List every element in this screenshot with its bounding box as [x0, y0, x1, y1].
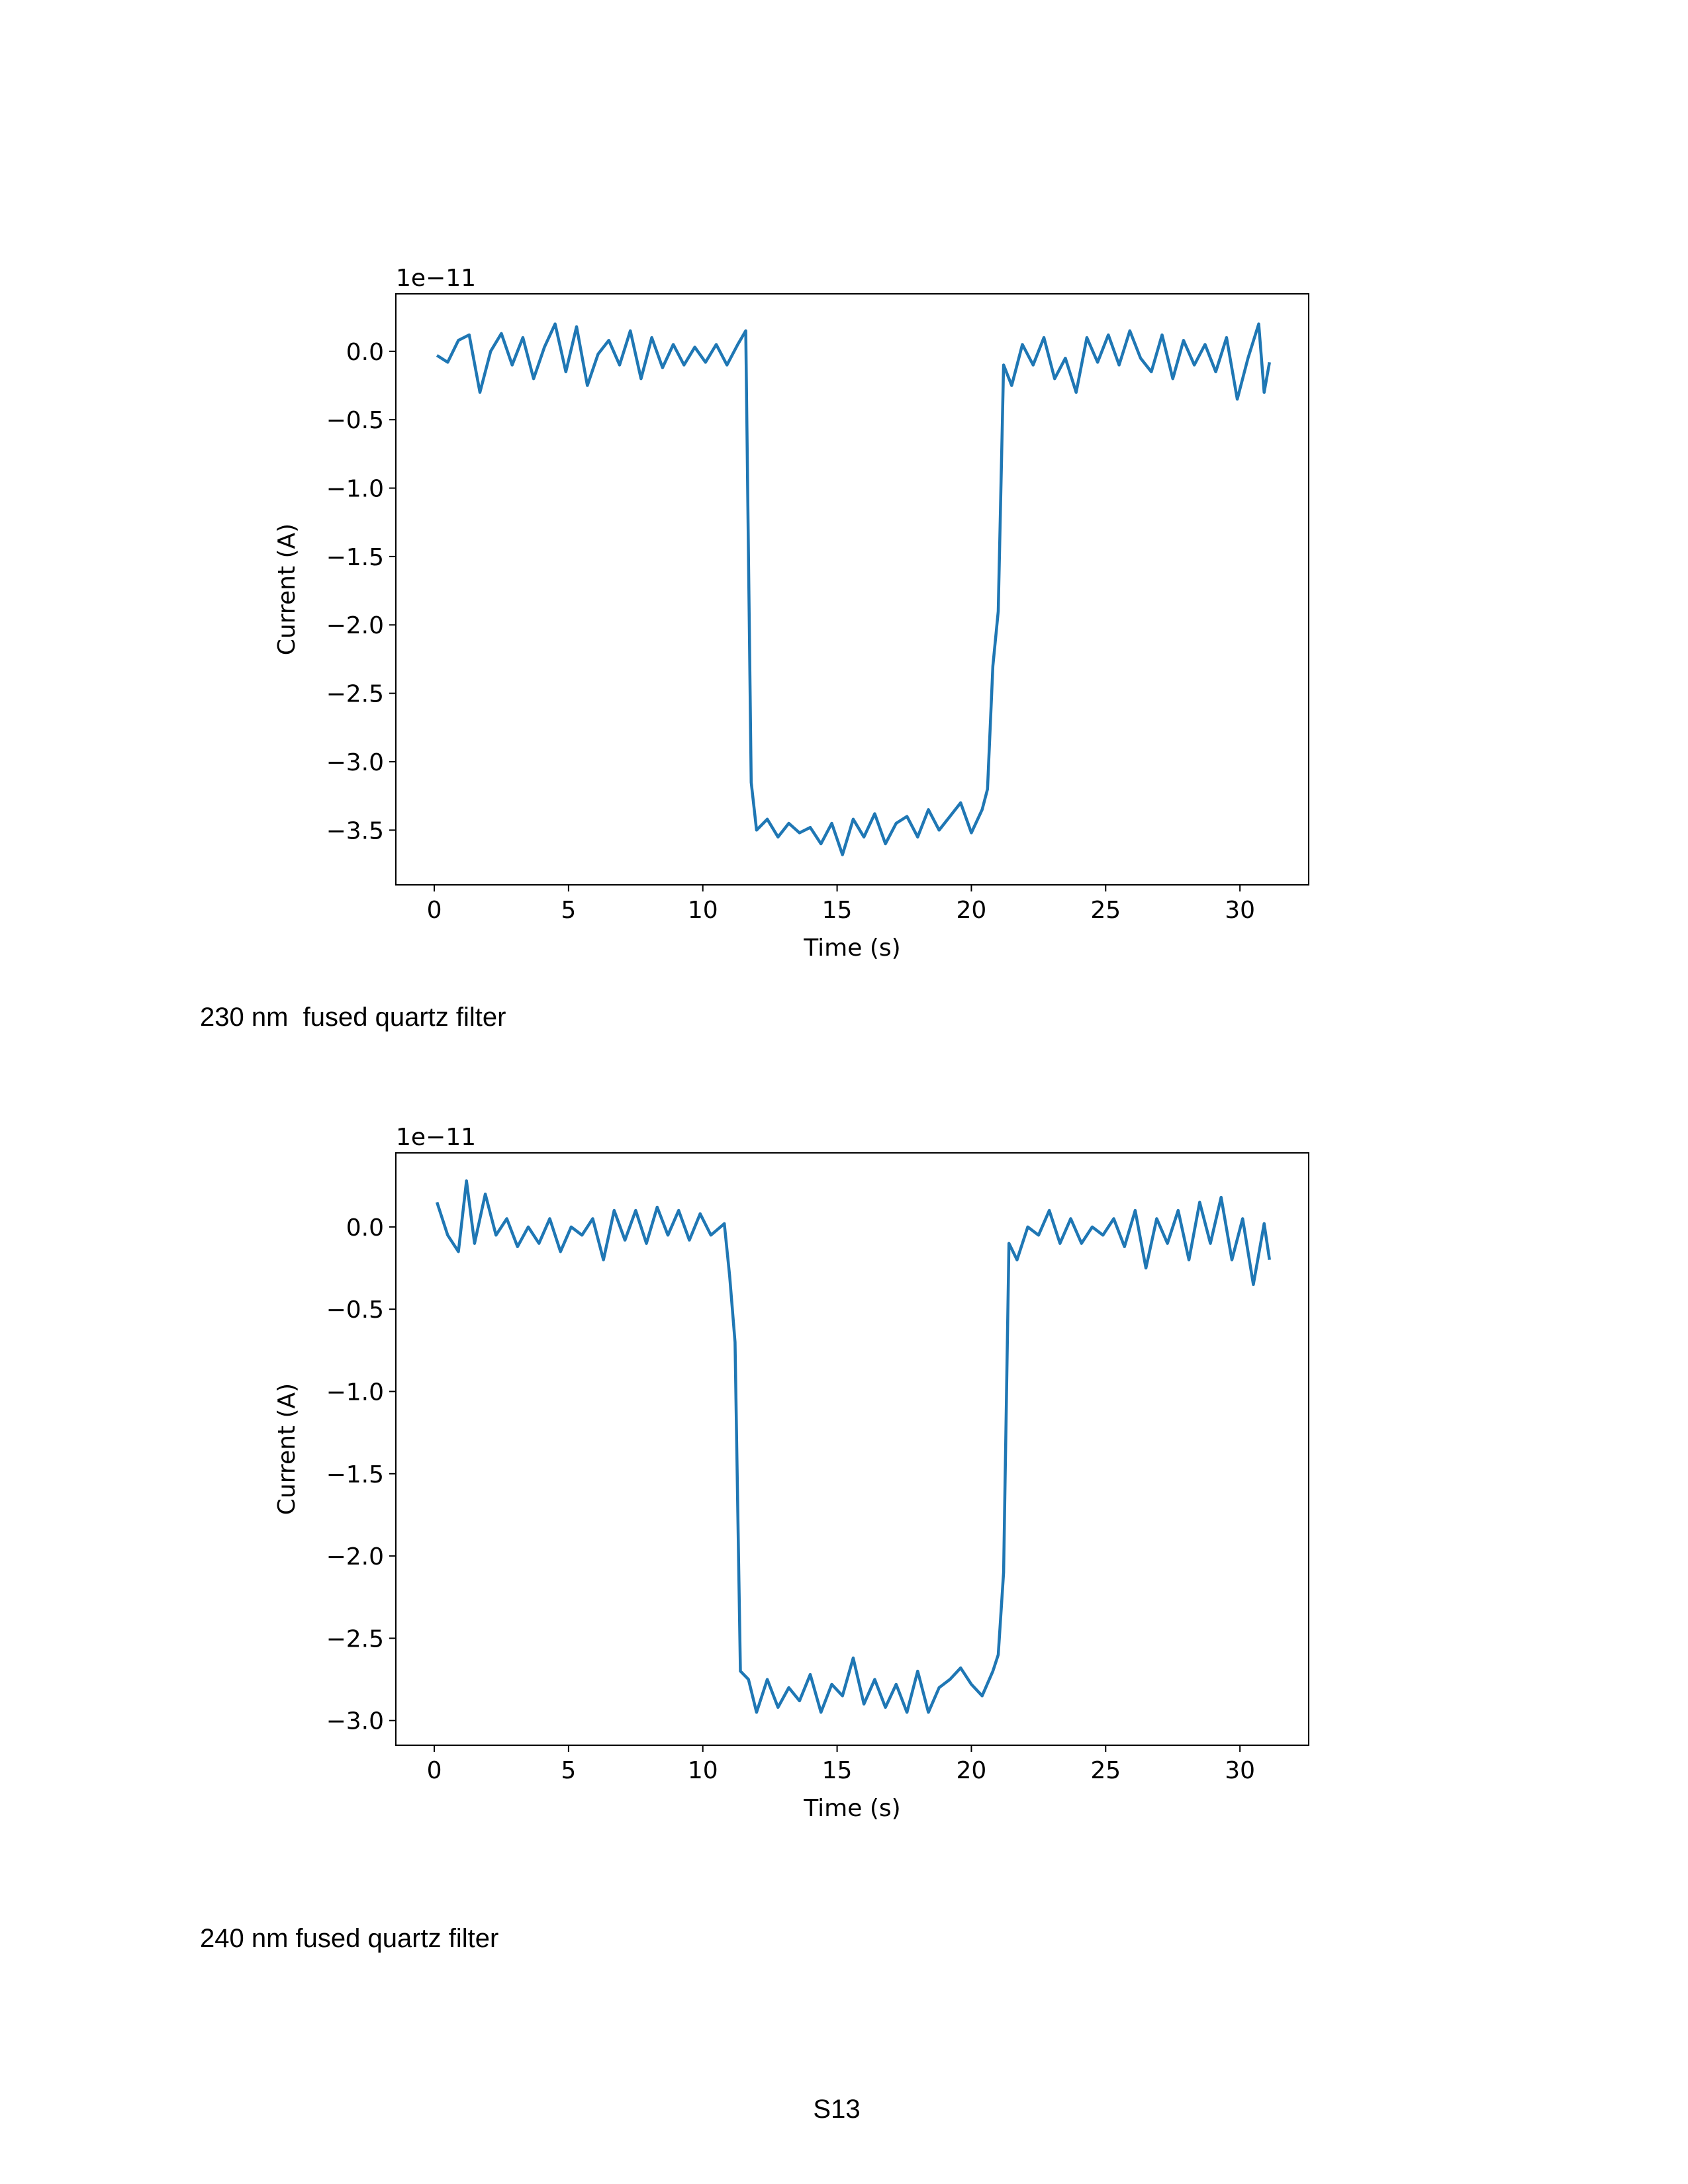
x-tick-label: 5 — [561, 897, 576, 924]
caption: 230 nm fused quartz filter — [200, 1003, 506, 1032]
y-tick-label: −1.5 — [326, 1461, 384, 1488]
chart: 0 5 10 15 20 25 30 0.0 −0.5 −1.0 −1.5 −2.0 −2.5 −3.0 −… — [273, 265, 1309, 962]
data-line — [436, 322, 1272, 856]
x-tick-label: 5 — [561, 1757, 576, 1784]
x-tick-label: 0 — [427, 897, 442, 924]
x-tick-label: 0 — [427, 1757, 442, 1784]
y-tick-label: −2.5 — [326, 681, 384, 708]
y-tick-label: −0.5 — [326, 407, 384, 434]
x-tick-label: 15 — [822, 897, 853, 924]
x-tick-label: 10 — [688, 1757, 718, 1784]
y-tick-label: −1.0 — [326, 476, 384, 503]
y-tick-label: −2.5 — [326, 1625, 384, 1653]
offset-text: 1e−11 — [396, 1124, 476, 1151]
x-tick-label: 30 — [1225, 1757, 1255, 1784]
y-tick-label: −2.0 — [326, 612, 384, 639]
y-tick-label: 0.0 — [346, 339, 384, 366]
x-axis-label: Time (s) — [803, 934, 900, 962]
x-tick-label: 15 — [822, 1757, 853, 1784]
x-tick-label: 25 — [1090, 1757, 1121, 1784]
y-tick-label: −2.0 — [326, 1543, 384, 1570]
plot-frame — [395, 1152, 1309, 1746]
chart: 0 5 10 15 20 25 30 0.0 −0.5 −1.0 −1.5 −2.0 −2.5 −3.0 1… — [273, 1124, 1309, 1822]
y-tick-label: 0.0 — [346, 1214, 384, 1242]
y-axis-label: Current (A) — [273, 1383, 301, 1515]
y-tick-label: −3.0 — [326, 749, 384, 776]
x-tick-label: 20 — [957, 897, 987, 924]
x-tick-label: 20 — [957, 1757, 987, 1784]
offset-text: 1e−11 — [396, 265, 476, 292]
y-axis-label: Current (A) — [273, 523, 301, 655]
y-tick-label: −3.0 — [326, 1708, 384, 1735]
x-tick-label: 30 — [1225, 897, 1255, 924]
y-tick-label: −1.0 — [326, 1379, 384, 1406]
x-axis-label: Time (s) — [803, 1795, 900, 1822]
caption: 240 nm fused quartz filter — [200, 1924, 498, 1953]
page-number: S13 — [813, 2095, 860, 2124]
y-tick-label: −3.5 — [326, 817, 384, 844]
x-tick-label: 10 — [688, 897, 718, 924]
y-tick-label: −1.5 — [326, 544, 384, 571]
data-line — [435, 1179, 1272, 1714]
plot-frame — [395, 293, 1309, 886]
x-tick-label: 25 — [1090, 897, 1121, 924]
y-tick-label: −0.5 — [326, 1297, 384, 1324]
